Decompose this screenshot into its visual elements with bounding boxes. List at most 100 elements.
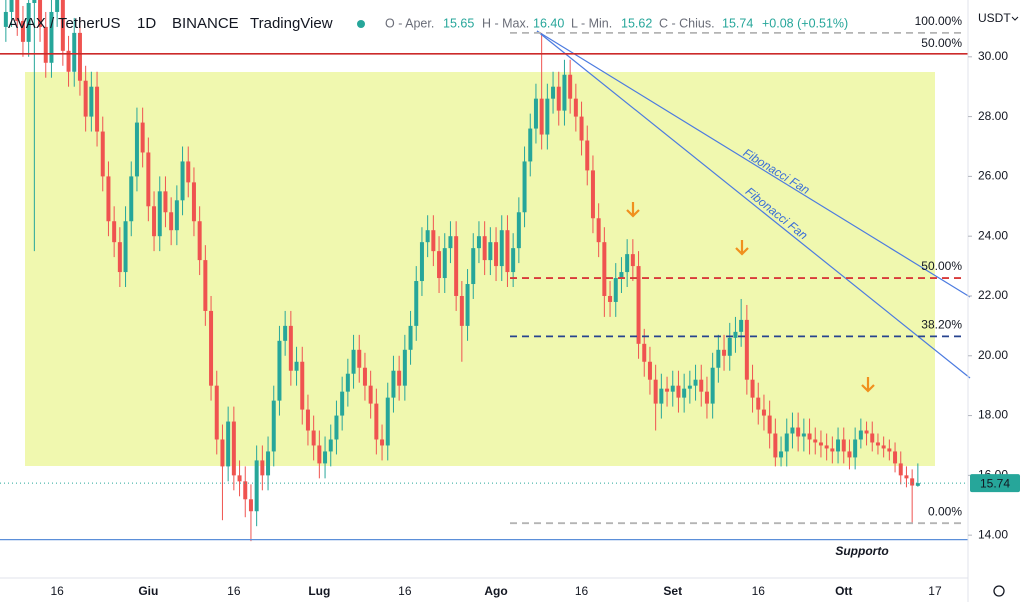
candles bbox=[3, 0, 920, 542]
candle-body bbox=[294, 361, 299, 371]
candle-body bbox=[893, 451, 898, 464]
x-tick-label: Ott bbox=[835, 584, 852, 598]
candle-body bbox=[60, 0, 65, 51]
settings-icon[interactable] bbox=[993, 585, 1005, 597]
candle-body bbox=[779, 451, 784, 458]
candle-body bbox=[169, 212, 174, 231]
candle-body bbox=[180, 161, 185, 201]
source: TradingView bbox=[250, 15, 333, 32]
candle-body bbox=[174, 200, 179, 231]
candle-body bbox=[699, 379, 704, 392]
candle-body bbox=[722, 349, 727, 356]
candle-body bbox=[836, 439, 841, 452]
candle-body bbox=[191, 182, 196, 222]
candle-body bbox=[602, 242, 607, 296]
x-tick-label: Set bbox=[663, 584, 682, 598]
candle-body bbox=[744, 319, 749, 380]
candle-body bbox=[784, 433, 789, 452]
candle-body bbox=[231, 421, 236, 476]
candle-body bbox=[773, 433, 778, 458]
candle-body bbox=[317, 445, 322, 464]
candle-body bbox=[482, 236, 487, 261]
candle-body bbox=[608, 295, 613, 302]
candle-body bbox=[83, 80, 88, 117]
candle-body bbox=[568, 74, 573, 99]
candle-body bbox=[9, 0, 14, 12]
x-tick-label: 17 bbox=[928, 584, 942, 598]
arrow bbox=[735, 240, 749, 256]
ohlc-value: 15.62 bbox=[621, 16, 652, 30]
candle-body bbox=[134, 122, 139, 177]
candle-body bbox=[761, 409, 766, 416]
x-tick-label: 16 bbox=[398, 584, 412, 598]
candle-body bbox=[807, 433, 812, 440]
candle-body bbox=[750, 379, 755, 398]
candle-body bbox=[875, 442, 880, 446]
fib-label: 100.00% bbox=[915, 14, 963, 28]
candle-body bbox=[340, 391, 345, 416]
currency[interactable]: USDT bbox=[978, 11, 1011, 25]
candle-body bbox=[277, 340, 282, 401]
header: AVAX / TetherUS 1D BINANCE TradingView O… bbox=[8, 15, 848, 32]
fib-label: 38.20% bbox=[921, 318, 962, 332]
candle-body bbox=[271, 400, 276, 452]
candle-body bbox=[556, 86, 561, 111]
candle-body bbox=[425, 230, 430, 243]
candle-body bbox=[203, 260, 208, 311]
candle-body bbox=[465, 284, 470, 326]
candle-body bbox=[642, 343, 647, 362]
candle-body bbox=[590, 170, 595, 219]
candle-body bbox=[790, 427, 795, 434]
candle-body bbox=[32, 0, 37, 3]
candle-body bbox=[248, 499, 253, 512]
candle-body bbox=[585, 140, 590, 171]
dropdown-icon[interactable] bbox=[1011, 16, 1019, 21]
candle-body bbox=[494, 242, 499, 267]
candle-body bbox=[630, 254, 635, 267]
candle-body bbox=[596, 218, 601, 243]
candle-body bbox=[77, 32, 82, 81]
candle-body bbox=[351, 349, 356, 374]
candle-body bbox=[511, 248, 516, 273]
candle-body bbox=[767, 415, 772, 434]
candle-body bbox=[437, 251, 442, 279]
ohlc-value: 15.74 bbox=[722, 16, 753, 30]
candle-body bbox=[898, 463, 903, 476]
y-tick-label: 26.00 bbox=[978, 169, 1008, 183]
candle-body bbox=[357, 349, 362, 368]
candle-body bbox=[197, 221, 202, 261]
candle-body bbox=[562, 74, 567, 111]
candle-body bbox=[123, 221, 128, 273]
candle-body bbox=[431, 230, 436, 252]
candle-body bbox=[146, 152, 151, 207]
candle-body bbox=[915, 483, 920, 486]
candle-body bbox=[106, 176, 111, 222]
candle-body bbox=[545, 98, 550, 135]
candle-body bbox=[408, 325, 413, 350]
status-dot bbox=[357, 20, 365, 28]
candle-body bbox=[362, 367, 367, 386]
candle-body bbox=[636, 266, 641, 344]
candle-body bbox=[112, 221, 117, 243]
candle-body bbox=[311, 430, 316, 446]
x-tick-label: Giu bbox=[138, 584, 158, 598]
ohlc-name: C - Chius. bbox=[659, 16, 715, 30]
candle-body bbox=[647, 361, 652, 380]
ohlc-value: 16.40 bbox=[533, 16, 564, 30]
candle-body bbox=[385, 397, 390, 446]
candle-body bbox=[214, 385, 219, 440]
candle-body bbox=[499, 230, 504, 267]
candle-body bbox=[55, 0, 60, 12]
candle-body bbox=[619, 272, 624, 279]
candle-body bbox=[368, 385, 373, 404]
candle-body bbox=[345, 373, 350, 392]
candle-body bbox=[334, 415, 339, 440]
candle-body bbox=[26, 2, 31, 42]
candle-body bbox=[830, 448, 835, 452]
candle-body bbox=[226, 421, 231, 467]
y-tick-label: 30.00 bbox=[978, 49, 1008, 63]
candle-body bbox=[687, 385, 692, 389]
candle-body bbox=[380, 439, 385, 446]
candle-body bbox=[300, 361, 305, 410]
interval: 1D bbox=[137, 15, 156, 32]
